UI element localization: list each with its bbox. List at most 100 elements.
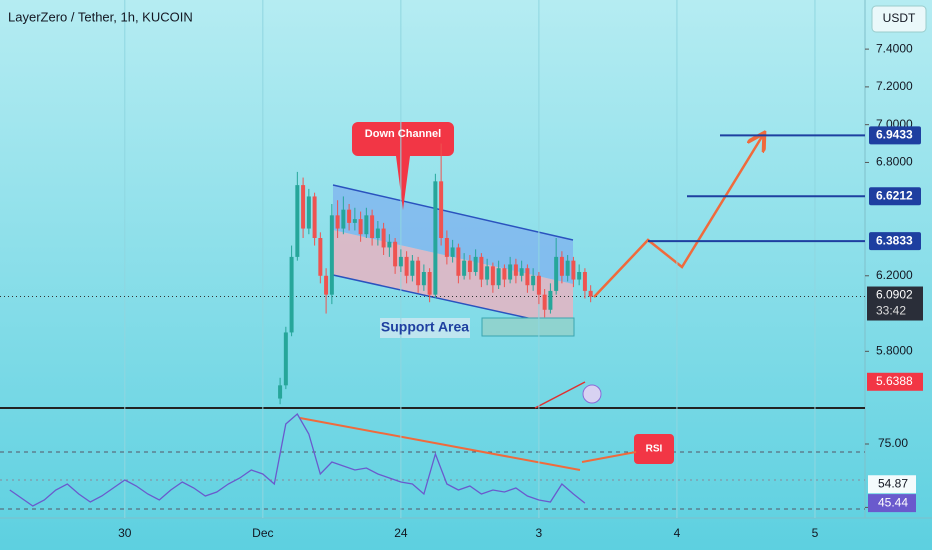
x-tick-label: 5: [812, 526, 819, 540]
candle-body: [444, 238, 449, 257]
candle-body: [283, 332, 288, 386]
candle-body: [387, 241, 392, 248]
alert-icon: [582, 384, 602, 404]
candle-body: [301, 185, 306, 229]
currency-label[interactable]: USDT: [883, 11, 916, 25]
candle-body: [427, 272, 432, 295]
candle-body: [496, 268, 501, 286]
x-tick-label: 3: [536, 526, 543, 540]
y-tick-label: 75.00: [878, 436, 908, 450]
candle-body: [508, 264, 513, 280]
channel-lower: [333, 230, 573, 328]
candle-body: [582, 272, 587, 291]
price-box: [869, 232, 921, 251]
candle-body: [473, 256, 478, 272]
candle-body: [335, 215, 340, 229]
candle-body: [312, 196, 317, 238]
x-tick-label: 24: [394, 526, 408, 540]
candle-body: [421, 272, 426, 286]
price-label: 5.6388: [876, 374, 913, 388]
candle-body: [490, 266, 495, 286]
candle-body: [502, 268, 507, 280]
candle-body: [289, 256, 294, 333]
candle-body: [278, 385, 283, 399]
candle-body: [393, 241, 398, 267]
price-label: 6.0902: [876, 288, 913, 302]
candle-body: [439, 181, 444, 238]
candle-body: [588, 290, 593, 297]
candle-body: [358, 219, 363, 235]
candle-body: [450, 247, 455, 257]
candle-body: [531, 275, 536, 286]
candle-body: [404, 256, 409, 276]
candle-body: [433, 181, 438, 295]
rsi-label: 45.44: [878, 495, 908, 509]
channel-upper: [333, 185, 573, 284]
price-label: 6.9433: [876, 128, 913, 142]
candle-body: [536, 275, 541, 295]
candle-body: [577, 272, 582, 280]
channel-line: [332, 184, 574, 241]
x-tick-label: Dec: [252, 526, 273, 540]
annotation: Support Area: [381, 319, 469, 335]
rsi-trendline: [299, 417, 581, 471]
candle-body: [554, 256, 559, 291]
candle-body: [467, 260, 472, 272]
candle-body: [352, 219, 357, 223]
candle-body: [559, 256, 564, 276]
candle-body: [485, 266, 490, 280]
y-tick-label: 6.2000: [876, 268, 913, 282]
candle-body: [479, 256, 484, 280]
candle-body: [513, 264, 518, 276]
price-box: [869, 126, 921, 145]
candle-body: [295, 185, 300, 257]
candle-body: [462, 260, 467, 276]
candle-body: [347, 209, 352, 223]
support-box: [481, 317, 575, 337]
y-tick-label: 7.4000: [876, 41, 913, 55]
candle-body: [548, 290, 553, 310]
rsi-box: [868, 494, 916, 513]
candle-body: [398, 256, 403, 267]
price-box: [869, 187, 921, 206]
candle-body: [519, 268, 524, 276]
x-tick-label: 4: [674, 526, 681, 540]
chart-title: LayerZero / Tether, 1h, KUCOIN: [8, 9, 193, 24]
candle-body: [318, 238, 323, 276]
price-label: 6.6212: [876, 188, 913, 202]
candle-body: [370, 215, 375, 238]
candle-body: [341, 209, 346, 229]
y-tick-label: 7.2000: [876, 79, 913, 93]
currency-button[interactable]: [871, 5, 927, 33]
rsi-label: 54.87: [878, 476, 908, 490]
projection: [593, 135, 763, 298]
candle-body: [324, 275, 329, 295]
candle-body: [416, 260, 421, 286]
candle-body: [565, 260, 570, 276]
candle-body: [525, 268, 530, 286]
y-tick-label: 5.8000: [876, 344, 913, 358]
rsi-arrow: [581, 451, 637, 463]
candle-body: [375, 228, 380, 238]
price-box: [867, 372, 923, 391]
countdown: 33:42: [876, 304, 906, 318]
annotation: Down Channel: [365, 128, 441, 140]
callout: [634, 434, 674, 464]
callout: [352, 122, 454, 210]
candle-body: [456, 247, 461, 276]
candle-body: [381, 228, 386, 248]
annotation: RSI: [646, 444, 663, 455]
support-label-bg: [380, 318, 470, 338]
candle-body: [542, 294, 547, 310]
rsi-box: [868, 475, 916, 494]
price-box: [867, 286, 923, 321]
candle-body: [306, 196, 311, 229]
price-label: 6.3833: [876, 233, 913, 247]
candle-body: [410, 260, 415, 276]
candle-body: [364, 215, 369, 235]
y-tick-label: 6.8000: [876, 155, 913, 169]
candle-body: [571, 260, 576, 280]
trendline: [534, 381, 586, 409]
x-tick-label: 30: [118, 526, 132, 540]
